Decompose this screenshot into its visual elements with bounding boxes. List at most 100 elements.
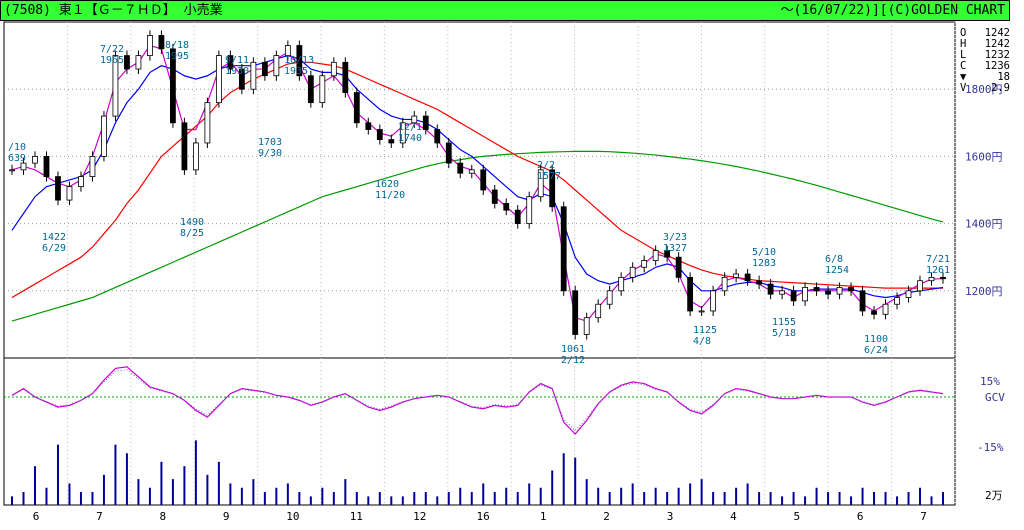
- candle-body: [802, 287, 808, 302]
- candle-body: [687, 276, 694, 312]
- candle-body: [790, 290, 797, 302]
- candle-body: [238, 68, 245, 90]
- annotation-line2: 6/24: [864, 345, 888, 356]
- candle-body: [928, 276, 935, 282]
- candle-body: [882, 303, 889, 315]
- month-label: 3: [667, 510, 674, 523]
- ohlc-row: L 1232: [960, 50, 1010, 61]
- annotation-line1: 10/13: [284, 55, 314, 66]
- annotation-line1: /10: [8, 142, 26, 153]
- annotation-line1: 7/22: [100, 44, 124, 55]
- annotation-line1: 12/1: [398, 122, 422, 133]
- candle-body: [813, 287, 820, 292]
- candle-body: [514, 209, 521, 225]
- annotation-line1: 1125: [693, 325, 717, 336]
- ohlc-value: 1232: [984, 49, 1010, 61]
- month-label: 7: [96, 510, 103, 523]
- ohlc-key: C: [960, 60, 967, 72]
- month-label: 6: [33, 510, 40, 523]
- gcv-tick-zero: GCV: [985, 391, 1005, 404]
- month-label: 7: [920, 510, 927, 523]
- candle-body: [629, 266, 636, 278]
- candle-body: [43, 155, 50, 177]
- annotation-line1: 1061: [561, 344, 585, 355]
- candle-body: [284, 45, 291, 57]
- candle-body: [147, 35, 153, 56]
- ma-short-line: [11, 44, 944, 322]
- candle-body: [871, 310, 877, 315]
- candle-body: [572, 290, 579, 335]
- month-label: 12: [413, 510, 426, 523]
- candle-body: [698, 310, 705, 313]
- volume-tick-label: 2万: [985, 489, 1003, 502]
- ohlc-value: 1242: [984, 27, 1010, 39]
- candle-body: [767, 283, 774, 295]
- candle-body: [101, 115, 107, 157]
- gcv-tick-lower: -15%: [977, 441, 1004, 454]
- annotation-line2: 1935: [284, 66, 308, 77]
- candle-body: [480, 169, 487, 191]
- annotation-line2: 1327: [663, 243, 687, 254]
- annotation-line2: 1254: [825, 265, 849, 276]
- annotation-line1: 1703: [258, 137, 282, 148]
- candle-body: [112, 55, 119, 117]
- annotation-line2: 639: [8, 153, 26, 164]
- month-label: 16: [477, 510, 490, 523]
- price-tick-label: 1600円: [965, 150, 1003, 163]
- annotation-line1: 2/2: [537, 160, 555, 171]
- stock-title: (7508) 東１【Ｇ－７ＨＤ】 小売業: [4, 3, 223, 18]
- candle-body: [859, 290, 866, 312]
- annotation-line2: 5/18: [772, 328, 796, 339]
- gcv-signal-line: [11, 369, 944, 432]
- ohlc-key: O: [960, 27, 967, 39]
- candle-body: [204, 102, 211, 144]
- ohlc-value: 2.9: [991, 82, 1010, 94]
- annotation-line2: 1577: [537, 171, 561, 182]
- candle-body: [606, 290, 613, 305]
- candle-body: [848, 287, 854, 292]
- month-label: 9: [223, 510, 230, 523]
- candle-body: [756, 280, 762, 285]
- candle-body: [170, 48, 176, 124]
- annotation-line2: 1930: [225, 66, 249, 77]
- month-label: 10: [286, 510, 299, 523]
- candle-body: [560, 206, 567, 292]
- candle-body: [457, 162, 464, 174]
- candle-body: [330, 61, 337, 77]
- candle-body: [20, 162, 27, 171]
- annotation-line1: 1422: [42, 232, 66, 243]
- annotation-line1: 5/10: [752, 247, 776, 258]
- ohlc-key: V: [960, 82, 967, 94]
- candle-body: [261, 61, 268, 77]
- candle-body: [664, 250, 671, 258]
- gcv-line: [11, 366, 944, 435]
- candle-body: [537, 169, 544, 198]
- candle-body: [273, 55, 280, 77]
- candle-body: [124, 55, 130, 70]
- candle-body: [583, 317, 590, 335]
- ohlc-value: 1236: [984, 60, 1010, 72]
- candle-body: [595, 303, 602, 319]
- candle-body: [342, 61, 349, 93]
- annotation-line2: 1965: [100, 55, 124, 66]
- annotation-line1: 8/18: [165, 40, 189, 51]
- candle-body: [641, 260, 648, 268]
- candle-body: [411, 115, 418, 124]
- ohlc-key: ▼: [960, 71, 967, 83]
- candle-body: [721, 276, 728, 292]
- candle-body: [193, 142, 199, 171]
- candle-body: [825, 290, 831, 295]
- candle-body: [399, 122, 406, 144]
- ohlc-row: V 2.9: [960, 83, 1010, 94]
- candle-body: [779, 290, 785, 295]
- ohlc-row: ▼ 18: [960, 72, 1010, 83]
- candle-body: [549, 169, 556, 208]
- candle-body: [32, 155, 38, 164]
- month-label: 4: [730, 510, 737, 523]
- annotation-line2: 4/8: [693, 336, 711, 347]
- annotation-line2: 1740: [398, 133, 422, 144]
- candle-body: [618, 276, 625, 292]
- candle-body: [365, 122, 372, 130]
- annotation-line2: 8/25: [180, 228, 204, 239]
